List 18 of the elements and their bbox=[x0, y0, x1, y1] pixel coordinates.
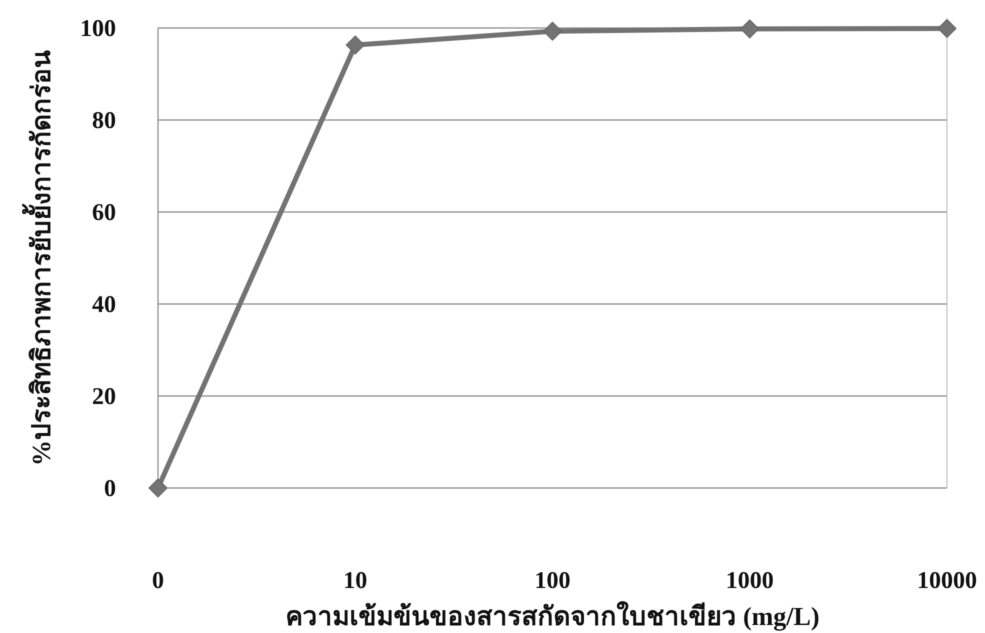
point bbox=[938, 18, 956, 38]
x-tick-label: 0 bbox=[152, 568, 164, 594]
x-axis-title: ความเข้มข้นของสารสกัดจากใบชาเขียว (mg/L) bbox=[285, 601, 820, 631]
y-axis-title: %ประสิทธิภาพการยับยั้งการกัดกร่อน bbox=[21, 50, 56, 466]
x-tick-label: 10000 bbox=[917, 568, 977, 594]
point bbox=[148, 478, 168, 498]
x-tick-label: 10 bbox=[343, 568, 368, 594]
x-tick-label: 1000 bbox=[726, 568, 774, 594]
y-tick-label: 20 bbox=[92, 384, 116, 410]
y-tick-label: 0 bbox=[104, 476, 116, 502]
x-tick-label: 100 bbox=[534, 568, 570, 594]
y-tick-label: 100 bbox=[80, 16, 116, 42]
point bbox=[740, 19, 760, 38]
y-tick-label: 80 bbox=[92, 108, 116, 134]
point bbox=[346, 36, 365, 55]
y-tick-label: 40 bbox=[92, 292, 116, 318]
point bbox=[543, 22, 562, 41]
y-tick-label: 60 bbox=[92, 200, 116, 226]
